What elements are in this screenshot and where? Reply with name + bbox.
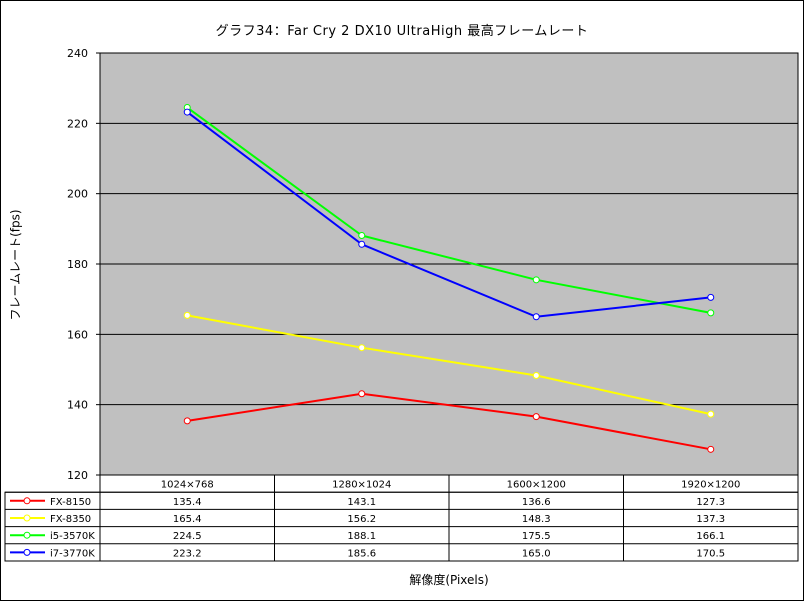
table-value: 127.3 (696, 497, 725, 508)
series-line (187, 314, 711, 416)
legend-marker (23, 548, 31, 556)
data-point (707, 293, 715, 301)
y-tick-label: 140 (67, 399, 88, 412)
data-point (358, 232, 366, 240)
table-value: 188.1 (347, 531, 376, 542)
table-value: 223.2 (173, 548, 202, 559)
table-value: 143.1 (347, 497, 376, 508)
legend-marker (23, 531, 31, 539)
data-point (707, 410, 715, 418)
table-value: 185.6 (347, 548, 376, 559)
x-category-label: 1600×1200 (507, 480, 566, 491)
x-category-label: 1024×768 (161, 480, 214, 491)
table-value: 175.5 (522, 531, 551, 542)
table-value: 148.3 (522, 514, 551, 525)
y-tick-label: 160 (67, 328, 88, 341)
data-point (183, 108, 191, 116)
table-value: 224.5 (173, 531, 202, 542)
table-value: 165.4 (173, 514, 202, 525)
y-tick-label: 180 (67, 258, 88, 271)
legend-label: i5-3570K (50, 531, 95, 542)
data-point (707, 309, 715, 317)
data-point (358, 390, 366, 398)
table-value: 170.5 (696, 548, 725, 559)
legend-label: i7-3770K (50, 548, 95, 559)
data-point (532, 276, 540, 284)
y-tick-label: 120 (67, 469, 88, 482)
chart-title: グラフ34：Far Cry 2 DX10 UltraHigh 最高フレームレート (215, 24, 589, 39)
table-value: 135.4 (173, 497, 202, 508)
y-tick-label: 200 (67, 188, 88, 201)
table-value: 136.6 (522, 497, 551, 508)
x-category-label: 1280×1024 (332, 480, 391, 491)
data-point (532, 413, 540, 421)
legend-label: FX-8150 (50, 497, 91, 508)
series-line (186, 111, 711, 318)
y-tick-label: 220 (67, 117, 88, 130)
legend-label: FX-8350 (50, 514, 91, 525)
data-point (183, 417, 191, 425)
data-point (532, 313, 540, 321)
table-value: 165.0 (522, 548, 551, 559)
table-value: 137.3 (696, 514, 725, 525)
series-line (186, 106, 711, 314)
data-point (183, 311, 191, 319)
data-point (358, 344, 366, 352)
table-value: 156.2 (347, 514, 376, 525)
data-point (532, 371, 540, 379)
table-value: 166.1 (696, 531, 725, 542)
legend-marker (23, 497, 31, 505)
legend-marker (23, 514, 31, 522)
data-point (358, 240, 366, 248)
data-point (707, 445, 715, 453)
x-axis-label: 解像度(Pixels) (409, 573, 489, 587)
series-line (187, 392, 711, 451)
y-tick-label: 240 (67, 47, 88, 60)
x-category-label: 1920×1200 (681, 480, 740, 491)
